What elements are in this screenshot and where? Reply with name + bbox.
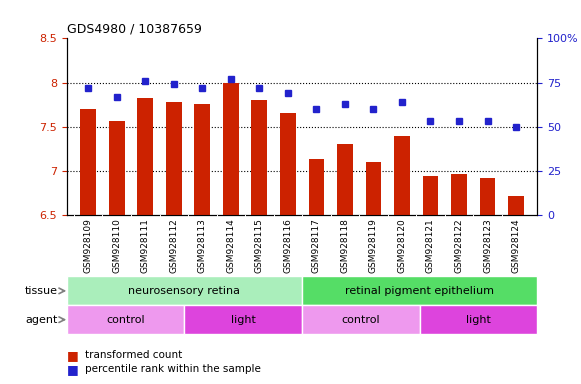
Text: GSM928110: GSM928110: [112, 218, 121, 273]
Bar: [80, 109, 96, 215]
Bar: [67, 276, 302, 305]
Bar: [109, 121, 124, 215]
Text: percentile rank within the sample: percentile rank within the sample: [85, 364, 261, 374]
Bar: [302, 276, 537, 305]
Bar: [365, 162, 381, 215]
Text: GSM928116: GSM928116: [284, 218, 292, 273]
Text: GSM928113: GSM928113: [198, 218, 207, 273]
Text: GSM928115: GSM928115: [255, 218, 264, 273]
Text: GSM928112: GSM928112: [169, 218, 178, 273]
Text: tissue: tissue: [24, 286, 58, 296]
Text: GDS4980 / 10387659: GDS4980 / 10387659: [67, 23, 202, 36]
Text: GSM928123: GSM928123: [483, 218, 492, 273]
Text: control: control: [342, 314, 380, 325]
Text: GSM928109: GSM928109: [84, 218, 93, 273]
Text: GSM928119: GSM928119: [369, 218, 378, 273]
Bar: [302, 305, 420, 334]
Bar: [280, 113, 296, 215]
Bar: [451, 174, 467, 215]
Text: GSM928120: GSM928120: [397, 218, 407, 273]
Text: light: light: [231, 314, 256, 325]
Text: ■: ■: [67, 349, 83, 362]
Bar: [309, 159, 324, 215]
Bar: [195, 104, 210, 215]
Text: neurosensory retina: neurosensory retina: [128, 286, 241, 296]
Bar: [166, 102, 182, 215]
Text: GSM928124: GSM928124: [511, 218, 521, 273]
Text: GSM928114: GSM928114: [227, 218, 235, 273]
Bar: [508, 195, 524, 215]
Bar: [422, 176, 438, 215]
Text: GSM928122: GSM928122: [454, 218, 464, 273]
Text: light: light: [466, 314, 491, 325]
Text: agent: agent: [25, 314, 58, 325]
Bar: [252, 100, 267, 215]
Text: GSM928121: GSM928121: [426, 218, 435, 273]
Bar: [394, 136, 410, 215]
Text: transformed count: transformed count: [85, 350, 182, 360]
Bar: [137, 98, 153, 215]
Text: GSM928111: GSM928111: [141, 218, 150, 273]
Bar: [67, 305, 185, 334]
Bar: [420, 305, 537, 334]
Text: control: control: [106, 314, 145, 325]
Bar: [185, 305, 302, 334]
Text: GSM928118: GSM928118: [340, 218, 349, 273]
Text: ■: ■: [67, 363, 83, 376]
Bar: [480, 178, 496, 215]
Bar: [337, 144, 353, 215]
Bar: [223, 83, 239, 215]
Text: GSM928117: GSM928117: [312, 218, 321, 273]
Text: retinal pigment epithelium: retinal pigment epithelium: [345, 286, 494, 296]
